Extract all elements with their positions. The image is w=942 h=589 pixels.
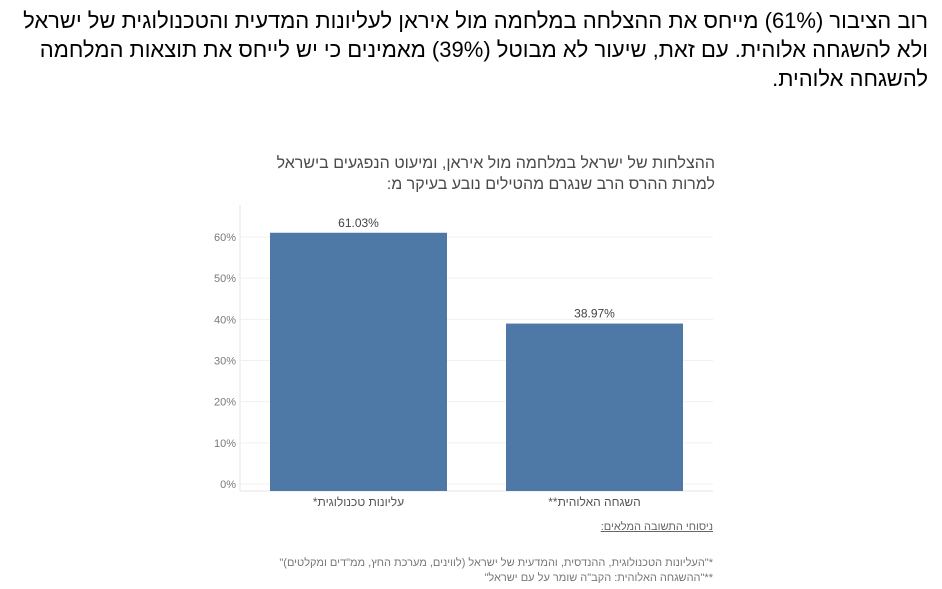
y-tick-label: 10% [214,438,236,450]
data-label: 61.03% [338,216,379,230]
headline: רוב הציבור (61%) מייחס את ההצלחה במלחמה … [23,8,928,91]
category-label: השגחה האלוהית** [548,495,641,509]
bar [506,323,683,491]
y-tick-label: 20% [214,397,236,409]
y-tick-label: 60% [214,232,236,244]
y-tick-label: 30% [214,356,236,368]
data-label: 38.97% [574,307,615,321]
footnote-2: **"ההשגחה האלוהית: הקב"ה שומר על עם ישרא… [484,572,713,584]
footnote-1: *"העליונות הטכנולוגית, ההנדסית, והמדעית … [279,557,713,569]
category-label: עליונות טכנולוגית* [313,495,404,509]
bar [270,232,447,491]
y-tick-label: 0% [220,479,236,491]
y-tick-label: 40% [214,314,236,326]
chart-title: ההצלחות של ישראל במלחמה מול איראן, ומיעו… [276,155,715,193]
footnotes-heading: ניסוחי התשובה המלאים: [600,521,713,533]
y-tick-label: 50% [214,273,236,285]
